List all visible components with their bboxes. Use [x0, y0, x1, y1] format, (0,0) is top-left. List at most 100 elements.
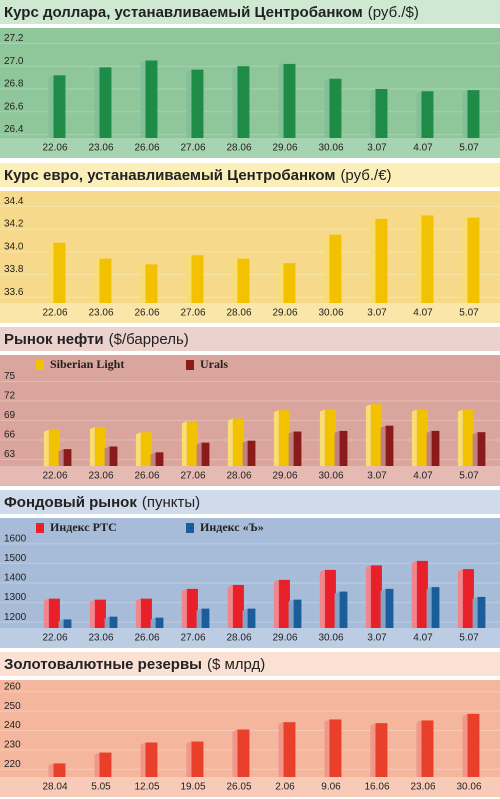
bar	[477, 432, 486, 466]
bar	[385, 425, 394, 466]
bar	[48, 429, 60, 466]
bar	[99, 752, 112, 777]
bar	[416, 560, 428, 628]
bar	[237, 729, 250, 777]
bar-side	[462, 217, 468, 303]
legend-label: Индекс «Ъ»	[200, 520, 264, 534]
bar	[140, 432, 152, 466]
bar-side	[462, 90, 468, 138]
bar-side	[58, 449, 64, 466]
bar	[94, 427, 106, 466]
bar-side	[462, 713, 468, 777]
bar	[462, 409, 474, 466]
bar-side	[416, 720, 422, 777]
bar	[191, 69, 204, 138]
bar-side	[426, 430, 432, 466]
y-tick-label: 75	[4, 371, 16, 382]
y-tick-label: 1300	[4, 592, 27, 603]
bar	[278, 410, 290, 466]
bar	[329, 234, 342, 303]
bar-side	[370, 88, 376, 138]
header-band	[0, 490, 500, 514]
y-tick-label: 26.8	[4, 79, 24, 90]
x-tick-label: 23.06	[88, 143, 113, 154]
bar-side	[426, 587, 432, 628]
bar	[237, 258, 250, 303]
chart-title: Курс доллара, устанавливаемый Центробанк…	[4, 4, 419, 21]
bar-side	[89, 427, 95, 466]
x-tick-label: 22.06	[42, 308, 67, 319]
x-tick-label: 27.06	[180, 143, 205, 154]
bar	[467, 90, 480, 138]
bar-side	[150, 617, 156, 628]
x-tick-label: 30.06	[318, 308, 343, 319]
x-tick-label: 28.06	[226, 143, 251, 154]
bar	[109, 446, 118, 466]
bar-side	[94, 258, 100, 303]
legend-label: Siberian Light	[50, 357, 124, 371]
bar	[467, 713, 480, 777]
bar	[329, 78, 342, 138]
bar-side	[232, 258, 238, 303]
bar	[191, 255, 204, 303]
bar-side	[48, 763, 54, 777]
bar	[283, 63, 296, 138]
bar-side	[94, 752, 100, 777]
y-tick-label: 33.6	[4, 287, 24, 298]
x-tick-label: 3.07	[367, 308, 387, 319]
x-tick-label: 3.07	[367, 471, 387, 482]
label-strip	[0, 303, 500, 323]
y-tick-label: 1600	[4, 534, 27, 545]
bar	[467, 217, 480, 303]
legend-swatch	[36, 360, 44, 370]
y-tick-label: 63	[4, 449, 16, 460]
bar-side	[150, 452, 156, 466]
bar-side	[278, 63, 284, 138]
bar-side	[94, 67, 100, 138]
bar-side	[319, 569, 325, 628]
bar	[155, 452, 164, 466]
x-tick-label: 28.06	[226, 308, 251, 319]
bar	[155, 617, 164, 628]
bar	[339, 430, 348, 466]
bar	[53, 75, 66, 138]
title-unit: (руб./€)	[340, 167, 391, 184]
x-tick-label: 29.06	[272, 308, 297, 319]
bar-side	[273, 410, 279, 466]
y-tick-label: 1200	[4, 612, 27, 623]
bar-side	[196, 442, 202, 466]
header-band	[0, 327, 500, 351]
bar-side	[457, 409, 463, 466]
x-tick-label: 28.06	[226, 633, 251, 644]
label-strip	[0, 466, 500, 486]
label-strip	[0, 777, 500, 797]
bar	[201, 608, 210, 628]
bar	[477, 596, 486, 628]
bar-side	[232, 66, 238, 138]
bar-side	[324, 234, 330, 303]
y-tick-label: 26.4	[4, 124, 24, 135]
bar-side	[380, 588, 386, 628]
bar-side	[288, 599, 294, 628]
y-tick-label: 230	[4, 740, 21, 751]
x-tick-label: 30.06	[456, 782, 481, 793]
bar	[48, 598, 60, 628]
x-tick-label: 29.06	[272, 143, 297, 154]
bar	[370, 404, 382, 466]
bar	[421, 720, 434, 777]
bar	[431, 430, 440, 466]
x-tick-label: 3.07	[367, 143, 387, 154]
x-tick-label: 4.07	[413, 471, 433, 482]
y-tick-label: 1400	[4, 573, 27, 584]
bar	[247, 608, 256, 628]
x-tick-label: 5.07	[459, 143, 479, 154]
bar-side	[89, 599, 95, 628]
bar-side	[140, 60, 146, 138]
bar-side	[370, 218, 376, 303]
x-tick-label: 27.06	[180, 308, 205, 319]
bar	[232, 418, 244, 466]
x-tick-label: 4.07	[413, 633, 433, 644]
bar-side	[416, 91, 422, 138]
label-strip	[0, 628, 500, 648]
x-tick-label: 5.05	[91, 782, 111, 793]
